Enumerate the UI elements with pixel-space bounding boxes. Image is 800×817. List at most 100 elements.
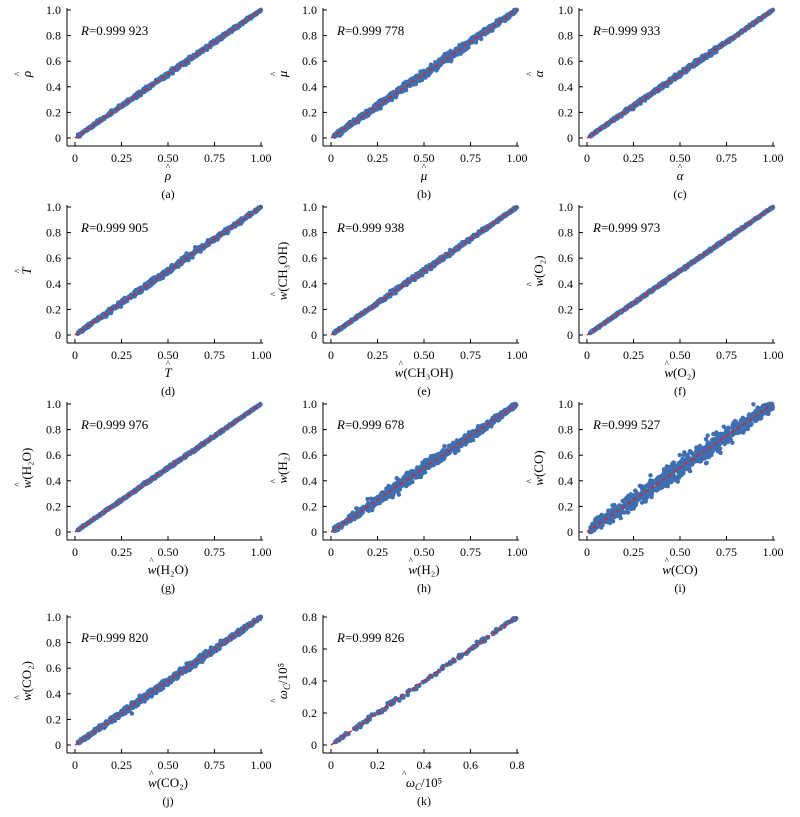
x-tick-label: 0.25 [623,151,644,165]
panel-label: (d) [161,384,175,398]
y-tick-label: 0.4 [46,277,61,291]
x-tick-label: 0.25 [111,348,132,362]
data-point [148,284,152,288]
y-axis-label-rest: (CH₃OH) [275,242,290,292]
y-tick-label: 0.8 [302,29,317,43]
r-value: =0.999 938 [345,220,404,235]
x-tick-label: 0.25 [367,348,388,362]
x-tick-label: 1.00 [507,348,528,362]
x-axis-label-text: w(CH₃OH) [395,365,454,380]
y-tick-label: 0 [55,328,61,342]
r-symbol: R [336,220,345,235]
y-tick-label: 0.2 [558,302,573,316]
data-point [503,19,507,23]
y-tick-label: 1.0 [558,200,573,214]
y-axis-label-text: w(CH₃OH) [275,242,290,301]
y-axis-label: ρ^ [13,71,34,78]
x-tick-label: 0.75 [716,151,737,165]
y-tick-label: 0.4 [302,277,317,291]
r-value: =0.999 933 [601,23,660,38]
y-tick-label: 0.4 [558,277,573,291]
y-tick-label: 0.6 [302,54,317,68]
y-tick-label: 1.0 [558,3,573,17]
y-tick-label: 0 [55,131,61,145]
data-point [406,277,410,281]
r-value: =0.999 778 [345,23,404,38]
y-tick-label: 0.8 [46,29,61,43]
r-value-label: R=0.999 778 [336,23,404,38]
y-tick-label: 0.6 [558,251,573,265]
r-value-label: R=0.999 923 [80,23,148,38]
y-tick-label: 1.0 [46,3,61,17]
panel-e: 0 0.25 0.50 0.75 1.00 0 0.2 0.4 0.6 0.8 1.0 R=0.999… [269,200,528,398]
r-value-label: R=0.999 933 [592,23,660,38]
panel-label: (a) [161,187,174,201]
y-tick-label: 0 [311,131,317,145]
x-tick-label: 1.00 [507,151,528,165]
x-tick-label: 0.75 [204,151,225,165]
x-tick-label: 0 [328,348,334,362]
r-symbol: R [80,220,89,235]
y-tick-label: 0 [567,328,573,342]
y-tick-label: 0 [311,328,317,342]
panel-label: (b) [417,187,431,201]
panel-label: (e) [417,384,430,398]
y-tick-label: 1.0 [302,200,317,214]
y-axis-label: T^ [13,267,34,275]
x-tick-label: 1.00 [763,151,784,165]
x-tick-label: 0.75 [204,348,225,362]
x-axis-label: α^ [677,162,685,183]
x-tick-label: 0.25 [111,151,132,165]
r-value-label: R=0.999 938 [336,220,404,235]
y-tick-label: 0.2 [302,105,317,119]
y-axis-label: α^ [525,69,546,77]
y-tick-label: 0.2 [46,105,61,119]
x-tick-label: 0.50 [414,348,435,362]
y-tick-label: 0.6 [46,251,61,265]
y-tick-label: 0.6 [46,54,61,68]
y-tick-label: 1.0 [302,3,317,17]
y-axis-label: w(CH₃OH)^ [269,242,290,301]
x-tick-label: 0.25 [367,151,388,165]
y-tick-label: 0.4 [46,80,61,94]
panel-label: (c) [673,187,686,201]
data-point [641,96,645,100]
x-tick-label: 0.25 [623,348,644,362]
x-tick-label: 0.50 [670,348,691,362]
y-tick-label: 0.8 [558,226,573,240]
y-tick-label: 0.6 [302,251,317,265]
x-tick-label: 0 [584,151,590,165]
r-symbol: R [336,23,345,38]
x-axis-label: μ^ [420,162,428,183]
y-tick-label: 0.8 [558,29,573,43]
data-point [434,68,438,72]
y-tick-label: 0.2 [558,105,573,119]
x-tick-label: 0 [584,348,590,362]
y-tick-label: 0.6 [558,54,573,68]
y-tick-label: 0.4 [302,80,317,94]
x-axis-label: T^ [164,359,172,380]
data-point [396,87,400,91]
x-tick-label: 0 [72,348,78,362]
r-value: =0.999 905 [89,220,148,235]
y-tick-label: 0.2 [302,302,317,316]
y-tick-label: 1.0 [46,200,61,214]
x-tick-label: 0.75 [460,348,481,362]
x-tick-label: 1.00 [251,348,272,362]
y-tick-label: 0.4 [558,80,573,94]
x-tick-label: 0 [328,151,334,165]
x-axis-label: ρ^ [164,162,171,183]
y-tick-label: 0.2 [46,302,61,316]
y-tick-label: 0.8 [302,226,317,240]
y-tick-label: 0 [567,131,573,145]
x-axis-label: w(CH₃OH)^ [395,359,454,380]
x-tick-label: 0.75 [460,151,481,165]
r-value: =0.999 923 [89,23,148,38]
